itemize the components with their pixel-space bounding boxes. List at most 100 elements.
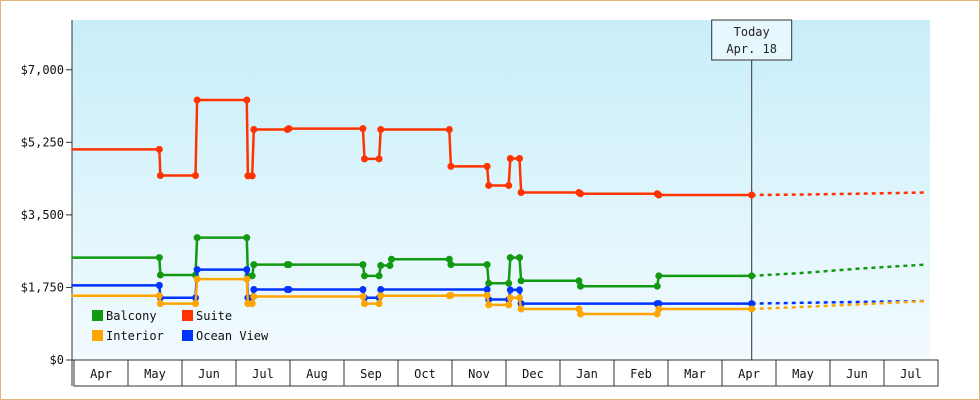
month-label-14: Jun — [846, 367, 868, 381]
series-point-interior-14 — [447, 291, 455, 299]
series-point-balcony-1 — [155, 254, 163, 262]
series-point-suite-19 — [505, 181, 513, 189]
series-point-balcony-20 — [485, 279, 493, 287]
legend-swatch-ocean-view — [182, 330, 193, 341]
series-point-suite-11 — [359, 125, 367, 133]
series-point-suite-20 — [506, 154, 514, 162]
series-point-suite-12 — [361, 155, 369, 163]
series-point-balcony-26 — [577, 282, 585, 290]
month-label-15: Jul — [900, 367, 922, 381]
month-label-5: Sep — [360, 367, 382, 381]
series-projection-suite — [751, 191, 925, 197]
series-point-suite-2 — [156, 171, 164, 179]
month-label-11: Mar — [684, 367, 706, 381]
y-tick-label-0: $0 — [50, 353, 64, 367]
series-point-balcony-12 — [361, 272, 369, 280]
legend-swatch-suite — [182, 310, 193, 321]
series-point-interior-17 — [505, 301, 513, 309]
series-point-ocean-view-8 — [250, 286, 258, 294]
series-point-suite-1 — [155, 145, 163, 153]
series-point-suite-5 — [243, 96, 251, 104]
y-tick-label-1: $1,750 — [21, 280, 64, 294]
series-point-interior-20 — [517, 305, 525, 313]
series-point-suite-16 — [447, 162, 455, 170]
month-label-12: Apr — [738, 367, 760, 381]
series-point-interior-2 — [156, 300, 164, 308]
today-box — [711, 19, 793, 61]
series-point-interior-18 — [506, 294, 514, 302]
series-point-suite-10 — [285, 125, 293, 133]
series-point-suite-15 — [445, 125, 453, 133]
series-line-suite — [71, 98, 752, 197]
series-point-suite-24 — [577, 190, 585, 198]
series-point-interior-5 — [243, 275, 251, 283]
series-point-interior-9 — [359, 293, 367, 301]
series-point-balcony-2 — [156, 271, 164, 279]
series-point-interior-11 — [375, 300, 383, 308]
series-point-interior-1 — [155, 292, 163, 300]
month-label-4: Aug — [306, 367, 328, 381]
series-point-balcony-25 — [575, 277, 583, 285]
series-point-ocean-view-5 — [243, 266, 251, 274]
series-point-balcony-27 — [653, 282, 661, 290]
legend-label-balcony: Balcony — [106, 309, 157, 323]
series-point-balcony-21 — [505, 279, 513, 287]
series-point-suite-26 — [655, 191, 663, 199]
series-point-suite-18 — [485, 181, 493, 189]
series-point-suite-13 — [375, 155, 383, 163]
series-point-ocean-view-11 — [359, 286, 367, 294]
series-point-interior-22 — [577, 310, 585, 318]
series-point-ocean-view-15 — [483, 286, 491, 294]
series-point-interior-8 — [250, 293, 258, 301]
series-point-balcony-14 — [377, 261, 385, 269]
series-point-ocean-view-18 — [506, 286, 514, 294]
series-point-interior-16 — [485, 301, 493, 309]
month-label-10: Feb — [630, 367, 652, 381]
series-point-balcony-28 — [655, 272, 663, 280]
series-point-balcony-5 — [243, 234, 251, 242]
month-label-6: Oct — [414, 367, 436, 381]
month-label-1: May — [144, 367, 166, 381]
series-point-ocean-view-1 — [155, 281, 163, 289]
series-point-interior-15 — [483, 291, 491, 299]
series-point-balcony-15 — [386, 261, 394, 269]
month-label-0: Apr — [90, 367, 112, 381]
series-point-balcony-22 — [506, 254, 514, 262]
series-point-balcony-11 — [359, 261, 367, 269]
month-label-13: May — [792, 367, 814, 381]
series-point-interior-10 — [361, 300, 369, 308]
series-point-ocean-view-19 — [516, 286, 523, 294]
series-point-interior-4 — [193, 275, 201, 283]
series-point-interior-7 — [248, 300, 256, 308]
series-point-balcony-18 — [447, 261, 455, 269]
series-point-ocean-view-22 — [655, 300, 663, 308]
series-point-balcony-13 — [375, 272, 383, 280]
series-point-suite-7 — [248, 172, 256, 180]
series-point-interior-24 — [655, 305, 663, 313]
series-point-suite-21 — [516, 154, 523, 162]
series-point-interior-19 — [516, 294, 523, 302]
series-line-balcony — [71, 236, 752, 288]
series-point-balcony-24 — [517, 277, 525, 285]
series-line-interior — [71, 277, 752, 316]
legend-swatch-interior — [92, 330, 103, 341]
legend-label-interior: Interior — [106, 329, 164, 343]
series-point-ocean-view-10 — [285, 286, 293, 294]
series-point-suite-3 — [192, 171, 199, 179]
series-point-interior-12 — [377, 292, 385, 300]
series-projection-interior — [751, 299, 925, 311]
month-label-7: Nov — [468, 367, 490, 381]
month-label-8: Dec — [522, 367, 544, 381]
legend-label-ocean-view: Ocean View — [196, 329, 269, 343]
series-point-balcony-19 — [483, 261, 491, 269]
y-tick-label-4: $7,000 — [21, 63, 64, 77]
series-point-suite-22 — [517, 188, 525, 196]
today-label: Today — [734, 25, 770, 39]
series-point-ocean-view-4 — [193, 266, 201, 274]
series-point-suite-17 — [483, 162, 491, 170]
series-point-balcony-16 — [388, 255, 396, 263]
series-point-balcony-4 — [193, 234, 201, 242]
series-point-interior-3 — [192, 300, 199, 308]
month-label-3: Jul — [252, 367, 274, 381]
